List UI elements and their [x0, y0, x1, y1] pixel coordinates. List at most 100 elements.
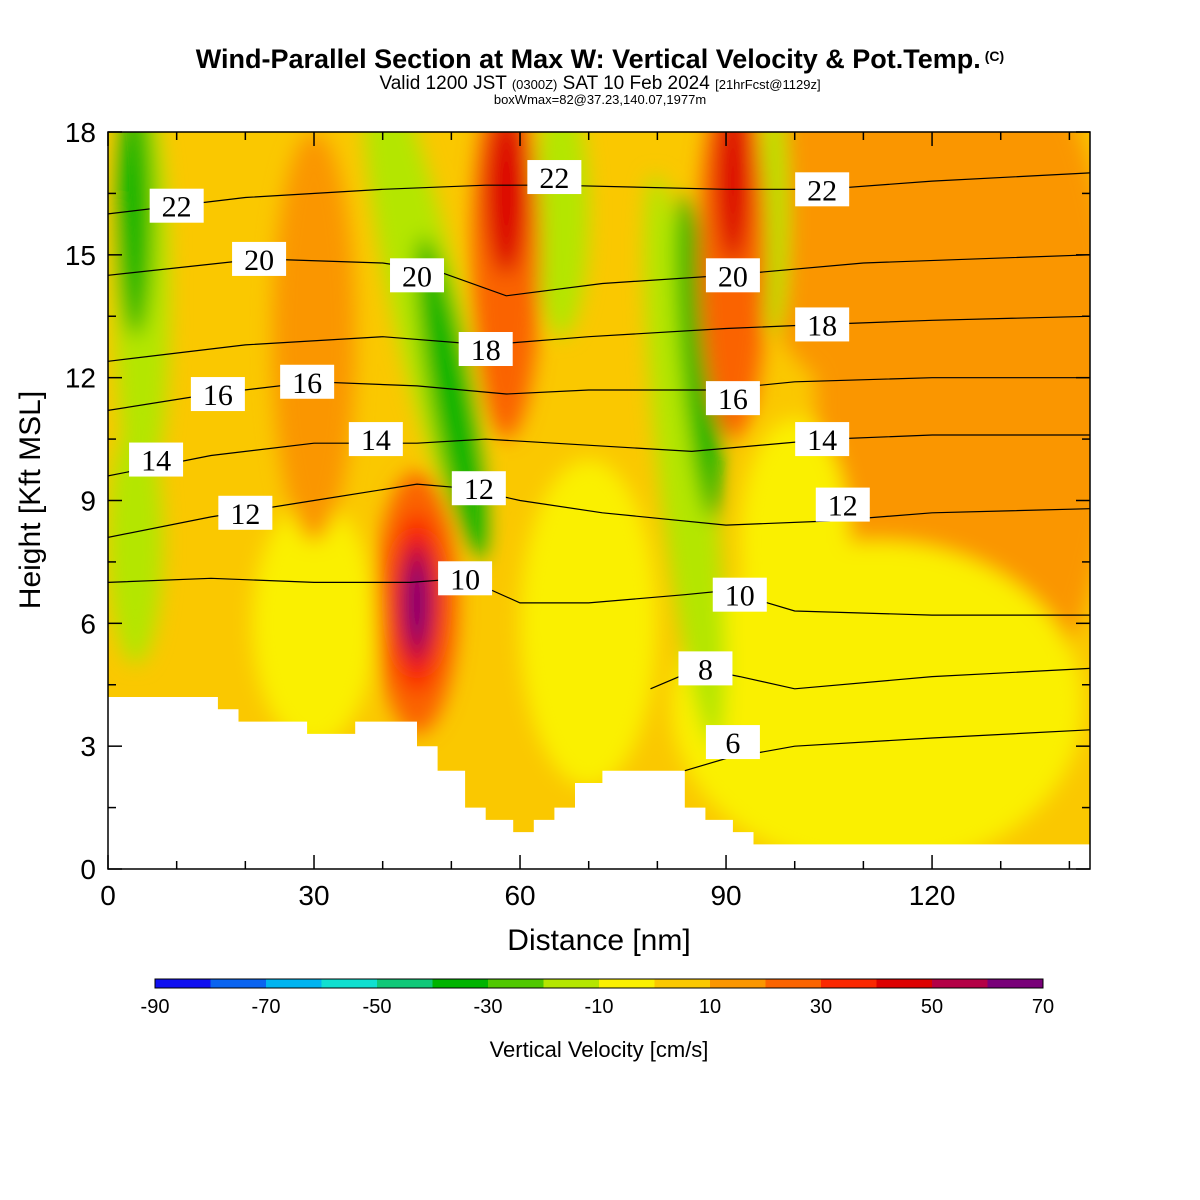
field-blob: [485, 132, 527, 276]
colorbar-tick-label: 70: [1032, 996, 1054, 1018]
valid-utc: (0300Z): [511, 77, 558, 92]
x-tick-label: 90: [710, 880, 741, 911]
contour-label-text: 16: [292, 367, 322, 400]
contour-label-box: [451, 471, 506, 506]
colorbar-tick-label: 10: [699, 996, 721, 1018]
contour-label: 14: [348, 422, 403, 457]
colorbar-frame: [154, 978, 1044, 989]
contour-label: 14: [129, 442, 184, 478]
copyright-mark: (C): [984, 48, 1005, 64]
colorbar-swatch: [654, 979, 711, 988]
contour-label-box: [795, 422, 850, 457]
contour-label: 8: [678, 651, 733, 686]
colorbar-swatch: [932, 979, 988, 988]
theta-contour: [684, 729, 1090, 772]
contour-label-text: 6: [725, 727, 740, 760]
colorbar-swatch: [210, 979, 267, 988]
colorbar-tick-label: -70: [252, 996, 281, 1018]
terrain-mask: [108, 697, 1090, 869]
contour-label: 22: [527, 160, 582, 195]
colorbar-swatch: [155, 979, 211, 988]
contour-label: 14: [795, 422, 850, 457]
theta-contour: [108, 434, 1090, 477]
contour-label-box: [705, 725, 760, 760]
contour-label-box: [795, 172, 850, 207]
colorbar-swatch: [876, 979, 933, 988]
contour-label-box: [458, 332, 513, 367]
contour-label: 10: [438, 561, 493, 596]
contour-label: 16: [280, 364, 335, 400]
y-tick-label: 9: [80, 486, 96, 517]
contour-label-box: [129, 442, 184, 477]
contour-label: 22: [149, 188, 204, 224]
chart-title: Wind-Parallel Section at Max W: Vertical…: [0, 44, 1200, 75]
colorbar-swatch: [765, 979, 822, 988]
contour-label-box: [232, 241, 287, 276]
colorbar-swatch: [377, 979, 433, 988]
contour-label: 22: [795, 172, 850, 207]
field-blob: [520, 459, 658, 788]
contour-label-box: [712, 577, 767, 612]
terrain: [108, 697, 1090, 869]
field-blob: [715, 132, 751, 263]
contour-label: 20: [705, 258, 760, 293]
field-blob: [760, 132, 788, 337]
field-blob: [753, 132, 1001, 399]
field-blob: [272, 132, 356, 542]
contour-label-box: [705, 381, 760, 416]
colorbar-tick-label: 50: [921, 996, 943, 1018]
contour-label-text: 16: [203, 379, 233, 412]
contour-label: 16: [190, 377, 245, 412]
contour-label-text: 12: [230, 498, 260, 531]
colorbar-swatch: [488, 979, 544, 988]
y-tick-label: 18: [65, 117, 96, 148]
contour-label-box: [149, 188, 204, 223]
contour-label-text: 10: [450, 563, 480, 596]
y-tick-label: 0: [80, 854, 96, 885]
colorbar-swatch: [266, 979, 322, 988]
contour-label: 6: [705, 725, 760, 760]
contour-label-box: [390, 258, 445, 293]
colorbar-tick-label: 30: [810, 996, 832, 1018]
contour-label: 20: [232, 241, 287, 277]
x-axis-label: Distance [nm]: [507, 924, 690, 957]
colorbar-label: Vertical Velocity [cm/s]: [490, 1037, 709, 1062]
contour-label-text: 22: [162, 191, 192, 224]
theta-contour: [108, 254, 1090, 297]
field-blob: [644, 174, 726, 745]
contour-label: 10: [712, 577, 767, 613]
colorbar-tick-label: -10: [585, 996, 614, 1018]
y-tick-label: 3: [80, 731, 96, 762]
contour-label-text: 8: [698, 653, 713, 686]
contour-label-box: [795, 307, 850, 342]
x-tick-label: 120: [909, 880, 956, 911]
colorbar-tick-label: -30: [474, 996, 503, 1018]
colorbar-swatch: [321, 979, 378, 988]
contour-label: 18: [795, 307, 850, 342]
contour-label: 20: [390, 258, 445, 293]
valid-date: SAT 10 Feb 2024: [562, 73, 710, 94]
contour-label-text: 22: [807, 174, 837, 207]
contour-label-box: [348, 422, 403, 457]
y-axis-label: Height [Kft MSL]: [14, 391, 47, 609]
valid-prefix: Valid 1200 JST: [379, 73, 507, 94]
field-blob: [408, 561, 426, 644]
contour-label-box: [190, 377, 245, 412]
x-tick-label: 0: [100, 880, 116, 911]
contour-labels: 6 8 10 10 12 12 12 14 14 14 16 16 16 18 18 20 20 20 22 22 22: [129, 160, 870, 760]
theta-contours: [108, 172, 1090, 772]
contour-label: 16: [705, 381, 760, 416]
y-tick-label: 15: [65, 240, 96, 271]
contour-label-box: [527, 160, 582, 195]
contour-label-box: [815, 487, 870, 522]
contour-label-box: [280, 364, 335, 399]
colorbar-swatch: [710, 979, 766, 988]
field-blob: [676, 194, 721, 521]
contour-label-text: 18: [471, 334, 501, 367]
colorbar-swatch: [987, 979, 1044, 988]
chart-subtitle: Valid 1200 JST (0300Z) SAT 10 Feb 2024 […: [0, 73, 1200, 95]
contour-label: 12: [451, 471, 506, 506]
contour-label-text: 20: [402, 260, 432, 293]
colorbar-swatch: [821, 979, 877, 988]
